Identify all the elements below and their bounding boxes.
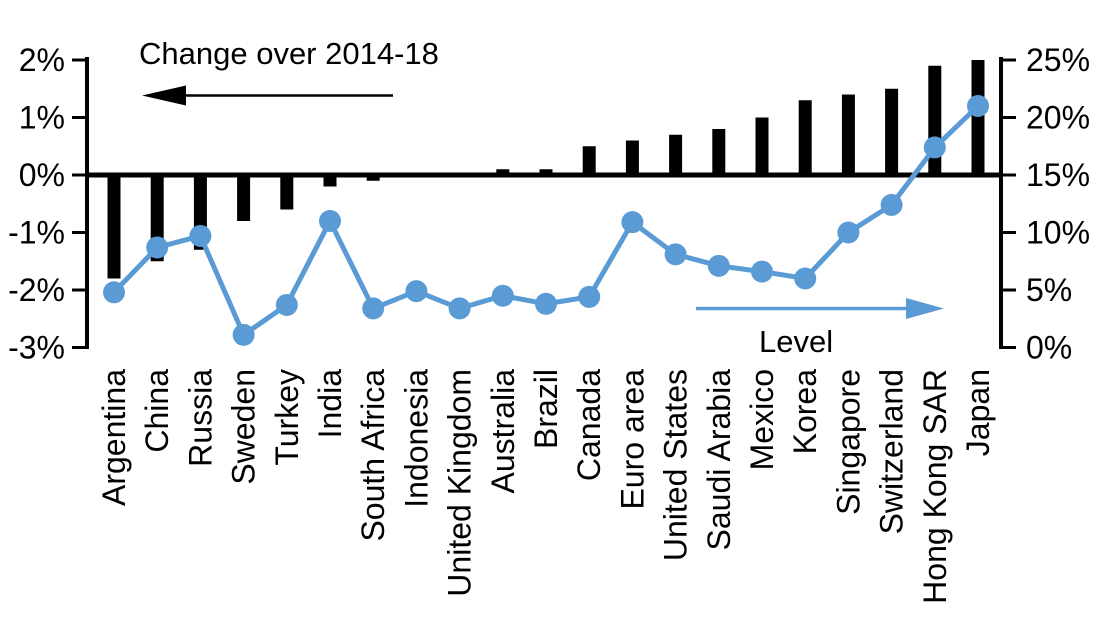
x-axis-label-russia: Russia: [182, 369, 218, 467]
point-japan: [967, 95, 989, 117]
bar-saudi-arabia: [712, 129, 726, 175]
point-singapore: [837, 221, 860, 244]
point-saudi-arabia: [707, 254, 730, 277]
bar-mexico: [755, 117, 769, 175]
bar-india: [323, 175, 337, 187]
x-axis-label-united-states: United States: [658, 369, 694, 561]
x-axis-label-brazil: Brazil: [528, 369, 564, 449]
right-axis-tick-label: 20%: [1026, 100, 1090, 136]
right-axis-tick-label: 5%: [1026, 272, 1072, 308]
right-axis-tick-label: 10%: [1026, 215, 1090, 251]
x-axis-label-united-kingdom: United Kingdom: [442, 369, 478, 597]
left-axis-tick-label: -1%: [8, 215, 65, 251]
bar-hong-kong-sar: [928, 65, 942, 175]
bar-series-label: Change over 2014-18: [139, 36, 439, 71]
bar-brazil: [539, 169, 553, 175]
x-axis-label-china: China: [139, 369, 175, 453]
bar-argentina: [107, 175, 121, 279]
point-russia: [189, 224, 212, 247]
level-arrow-icon: [906, 298, 944, 319]
right-axis-tick-label: 25%: [1026, 42, 1090, 78]
left-axis-tick-label: 1%: [19, 100, 65, 136]
x-axis-label-turkey: Turkey: [269, 369, 305, 466]
point-indonesia: [405, 280, 428, 303]
bar-sweden: [237, 175, 251, 221]
x-axis-label-canada: Canada: [571, 369, 607, 481]
bar-canada: [582, 146, 596, 175]
bar-japan: [971, 60, 985, 175]
left-axis-tick-label: -2%: [8, 272, 65, 308]
bar-euro-area: [625, 140, 639, 175]
bar-korea: [798, 100, 812, 175]
x-axis-label-sweden: Sweden: [226, 369, 262, 485]
change-arrow-icon: [142, 85, 186, 106]
x-axis-label-saudi-arabia: Saudi Arabia: [701, 369, 737, 551]
point-united-kingdom: [448, 297, 471, 320]
x-axis-label-hong-kong-sar: Hong Kong SAR: [917, 369, 953, 604]
bar-singapore: [841, 94, 855, 175]
x-axis-label-korea: Korea: [787, 369, 823, 455]
point-turkey: [275, 293, 298, 316]
x-axis-label-indonesia: Indonesia: [398, 369, 434, 508]
x-axis-label-south-africa: South Africa: [355, 369, 391, 542]
x-axis-label-switzerland: Switzerland: [874, 369, 910, 534]
point-china: [146, 236, 169, 259]
x-axis-label-argentina: Argentina: [96, 369, 132, 506]
point-switzerland: [880, 193, 903, 216]
x-axis-label-japan: Japan: [960, 369, 996, 456]
point-south-africa: [362, 297, 385, 320]
point-india: [319, 210, 341, 232]
bar-switzerland: [885, 88, 899, 175]
right-axis-tick-label: 15%: [1026, 157, 1090, 193]
x-axis-label-australia: Australia: [485, 369, 521, 494]
left-axis-tick-label: 2%: [19, 42, 65, 78]
x-axis-label-mexico: Mexico: [744, 369, 780, 470]
point-australia: [491, 284, 514, 307]
point-united-states: [664, 243, 687, 266]
right-axis-tick-label: 0%: [1026, 330, 1072, 366]
point-mexico: [751, 260, 773, 283]
bar-united-states: [669, 134, 683, 175]
point-hong-kong-sar: [923, 136, 946, 159]
line-series-label: Level: [759, 324, 834, 359]
left-axis-tick-label: -3%: [8, 330, 65, 366]
bar-south-africa: [366, 175, 380, 181]
x-axis-label-singapore: Singapore: [830, 369, 866, 515]
point-canada: [578, 285, 601, 308]
left-axis-tick-label: 0%: [19, 157, 65, 193]
bar-australia: [496, 169, 510, 175]
point-sweden: [232, 323, 255, 346]
point-korea: [794, 267, 817, 290]
x-axis-label-euro-area: Euro area: [614, 369, 650, 510]
point-argentina: [103, 281, 125, 304]
point-brazil: [535, 292, 557, 315]
point-euro-area: [621, 211, 644, 234]
x-axis-label-india: India: [312, 369, 348, 439]
bar-turkey: [280, 175, 294, 210]
